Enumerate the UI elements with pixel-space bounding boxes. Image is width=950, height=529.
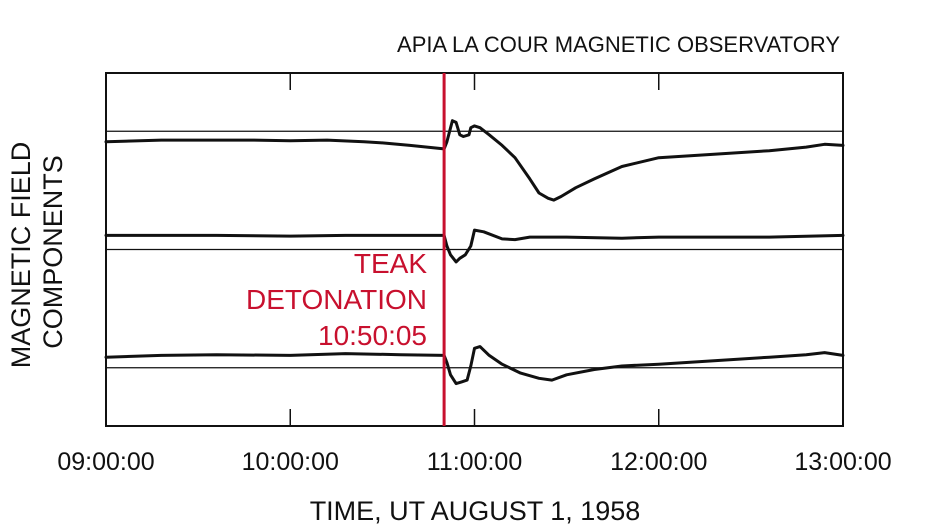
x-axis-label: TIME, UT AUGUST 1, 1958: [310, 496, 641, 526]
event-label-line-1: TEAK: [354, 248, 427, 279]
series-line-component-1: [104, 119, 845, 202]
x-ticks: [105, 73, 844, 426]
event-label-line-3: 10:50:05: [318, 320, 427, 351]
y-axis-label-line-1: MAGNETIC FIELD: [6, 142, 36, 369]
series-line-component-2: [104, 228, 845, 264]
chart-title: APIA LA COUR MAGNETIC OBSERVATORY: [397, 32, 840, 57]
y-axis-label-line-2: COMPONENTS: [38, 155, 68, 349]
x-tick-label: 10:00:00: [242, 448, 339, 476]
x-tick-label: 09:00:00: [57, 448, 154, 476]
baselines: [106, 130, 843, 369]
traces: [104, 119, 845, 386]
x-tick-label: 11:00:00: [427, 448, 522, 476]
y-axis-label: MAGNETIC FIELD COMPONENTS: [6, 142, 68, 369]
event-label-line-2: DETONATION: [246, 284, 427, 315]
x-tick-label: 12:00:00: [610, 448, 707, 476]
x-tick-labels: 09:00:00 10:00:00 11:00:00 12:00:00 13:00:00: [57, 448, 891, 476]
x-tick-label: 13:00:00: [794, 448, 891, 476]
series-line-component-3: [104, 345, 845, 386]
